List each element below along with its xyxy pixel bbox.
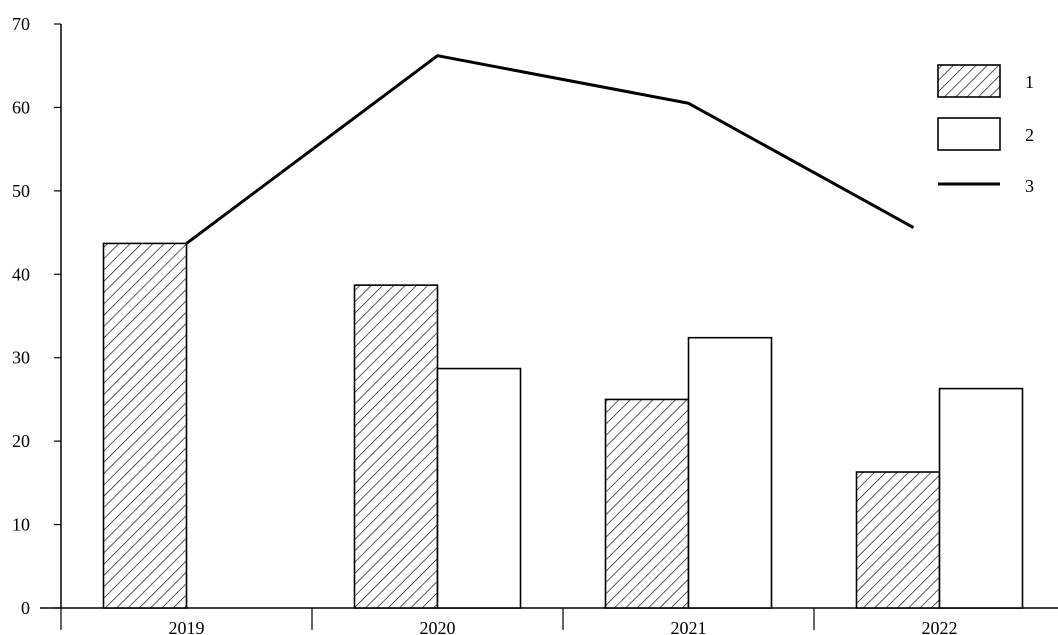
x-tick-label: 2019 [169,618,205,635]
bar-series-1-2021 [604,398,690,609]
y-ticks: 0 10 20 30 40 50 60 70 [12,14,61,618]
legend-label-series-1: 1 [1025,72,1034,92]
y-tick-label: 40 [12,264,30,284]
x-axis: 2019 2020 2021 2022 [40,607,1058,635]
bar-series-1-2020 [353,284,439,609]
legend-label-series-3: 3 [1025,176,1034,196]
bar-series-2-2020 [436,367,522,609]
y-tick-label: 20 [12,431,30,451]
y-tick-label: 10 [12,515,30,535]
x-tick-label: 2021 [671,618,707,635]
y-tick-label: 60 [12,97,30,117]
legend: 1 2 3 [937,64,1034,196]
bar-series-2-2022 [938,387,1024,609]
y-tick-label: 50 [12,181,30,201]
y-tick-label: 0 [21,598,30,618]
y-tick-label: 30 [12,348,30,368]
legend-label-series-2: 2 [1025,125,1034,145]
bar-series-1-2022 [855,471,941,609]
x-tick-label: 2020 [420,618,456,635]
bar-series-1-2019 [102,242,188,609]
line-series [185,54,915,245]
line-series-3 [185,54,915,245]
y-axis: 0 10 20 30 40 50 60 70 [12,14,62,618]
x-tick-label: 2022 [922,618,958,635]
legend-swatch-series-2 [937,117,1001,151]
bar-series-2-2021 [687,336,773,609]
y-tick-label: 70 [12,14,30,34]
legend-swatch-series-1 [937,64,1001,98]
bars [102,242,1024,609]
x-ticks: 2019 2020 2021 2022 [60,608,958,635]
